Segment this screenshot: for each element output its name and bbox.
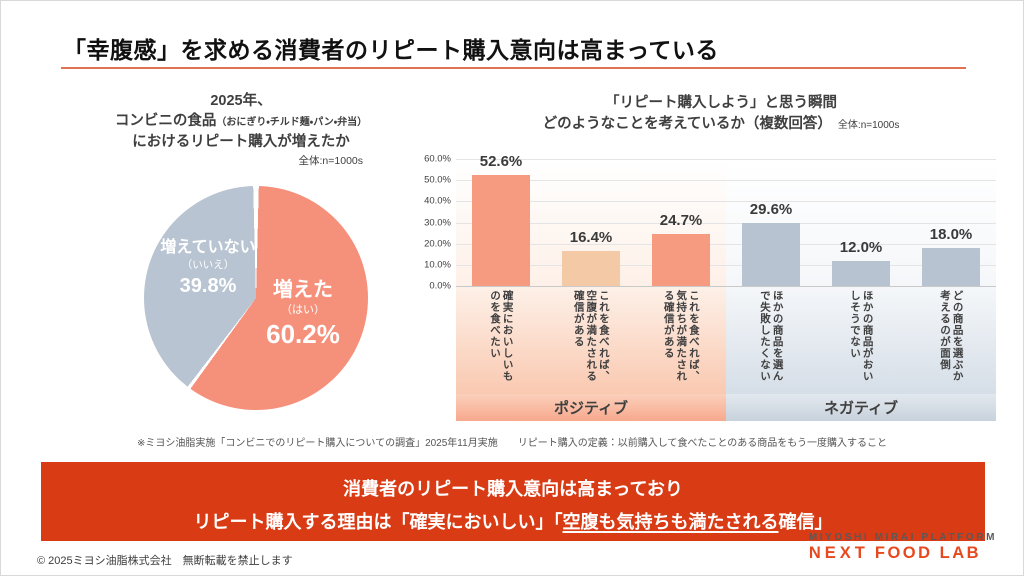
bar-slot: 24.7%: [636, 159, 726, 286]
group-band-negative: ネガティブ: [726, 394, 996, 421]
bars: 52.6% 16.4% 24.7% 29.6% 12.0% 18.0%: [456, 153, 996, 286]
bar: [472, 174, 530, 286]
category-label: これを食べれば、空腹が満たされる確信がある: [546, 290, 636, 392]
pie-title-note: （おにぎり・チルド麺・パン・弁当）: [216, 117, 368, 129]
y-tick-label: 60.0%: [424, 153, 451, 165]
bar-chart-plot: [456, 159, 996, 287]
pie-slice-yes-label: 増えた: [273, 279, 333, 301]
conclusion-banner: 消費者のリピート購入意向は高まっており リピート購入する理由は「確実においしい」…: [41, 462, 985, 541]
gridline: [456, 180, 996, 182]
category-label: ほかの商品がおいしそうでない: [816, 290, 906, 392]
footnote: ※ミヨシ油脂実施「コンビニでのリピート購入についての調査」2025年11月実施 …: [136, 438, 887, 449]
gridline: [456, 201, 996, 203]
group-label-positive: ポジティブ: [553, 400, 629, 417]
logo-platform-text: MIYOSHI MIRAI PLATFORM: [808, 532, 997, 543]
logo-brand-foodlab: FOOD LAB: [874, 544, 982, 562]
pie-title-line2: コンビニの食品: [114, 113, 217, 130]
category-label: ほかの商品を選んで失敗したくない: [726, 290, 816, 392]
bar-title-line2: どのようなことを考えているか（複数回答）: [542, 116, 832, 133]
banner-line2: リピート購入する理由は「確実においしい」「空腹も気持ちも満たされる確信」: [41, 508, 985, 534]
category-labels: 確実においしいものを食べたい これを食べれば、空腹が満たされる確信がある これを食べ…: [456, 290, 996, 392]
pie-slice-label-not-increased: 増えていない （いいえ） 39.8%: [149, 239, 267, 298]
category-label: どの商品を選ぶか考えるのが面倒: [906, 290, 996, 392]
copyright: © 2025ミヨシ油脂株式会社 無断転載を禁止します: [37, 555, 293, 567]
category-label-text: これを食べれば、気持ちが満たされる確信がある: [662, 290, 700, 382]
pie-title-line1: 2025年、: [210, 93, 272, 109]
bar: [652, 233, 710, 286]
bar-slot: 18.0%: [906, 159, 996, 286]
bar-value-label: 52.6%: [479, 152, 523, 170]
bar-slot: 52.6%: [456, 153, 546, 286]
pie-slice-no-value: 39.8%: [179, 275, 237, 298]
banner-line2-underlined: 空腹も気持ちも満たされる: [562, 512, 779, 532]
bar: [742, 223, 800, 286]
group-band-positive: ポジティブ: [456, 394, 726, 421]
page-title: 「幸腹感」を求める消費者のリピート購入意向は高まっている: [63, 37, 719, 63]
bar-chart-section: 「リピート購入しよう」と思う瞬間 どのようなことを考えているか（複数回答） 全体:…: [441, 93, 1001, 135]
category-label-text: これを食べれば、空腹が満たされる確信がある: [572, 290, 610, 382]
gridline: [456, 243, 996, 245]
y-tick-label: 50.0%: [424, 174, 451, 186]
bar-value-label: 18.0%: [929, 225, 973, 243]
category-label: 確実においしいものを食べたい: [456, 290, 546, 392]
banner-line2-suffix: 確信」: [778, 512, 833, 532]
y-tick-label: 40.0%: [424, 195, 451, 207]
pie-title-line3: におけるリピート購入が増えたか: [132, 133, 350, 150]
category-label-text: 確実においしいものを食べたい: [489, 290, 514, 382]
bar: [922, 247, 980, 286]
bar-value-label: 24.7%: [659, 211, 703, 229]
bar-value-label: 29.6%: [749, 201, 793, 219]
pie-slice-label-increased: 増えた （はい） 60.2%: [241, 279, 365, 350]
gridline: [456, 264, 996, 266]
bar-sample-size: 全体:n=1000s: [837, 120, 900, 132]
pie-chart-section: 2025年、 コンビニの食品（おにぎり・チルド麺・パン・弁当） におけるリピート…: [61, 91, 421, 168]
logo: MIYOSHI MIRAI PLATFORM NEXT FOOD LAB: [809, 532, 997, 563]
category-label-text: ほかの商品を選んで失敗したくない: [759, 290, 784, 382]
bar-slot: 29.6%: [726, 159, 816, 286]
y-axis-ticks: 60.0% 50.0% 40.0% 30.0% 20.0% 10.0% 0.0%: [399, 154, 451, 292]
bar-title-line1: 「リピート購入しよう」と思う瞬間: [605, 95, 837, 111]
y-tick-label: 0.0%: [429, 280, 451, 292]
y-tick-label: 30.0%: [424, 217, 451, 228]
category-label-text: どの商品を選ぶか考えるのが面倒: [939, 290, 964, 382]
banner-line2-prefix: リピート購入する理由は「確実においしい」「: [193, 512, 563, 532]
pie-chart: [144, 186, 368, 410]
bar-slot: 12.0%: [816, 159, 906, 286]
banner-line1: 消費者のリピート購入意向は高まっており: [343, 479, 683, 499]
bar-value-label: 12.0%: [839, 238, 883, 256]
pie-chart-title: 2025年、 コンビニの食品（おにぎり・チルド麺・パン・弁当） におけるリピート…: [61, 91, 421, 152]
bar: [832, 260, 890, 286]
gridline: [456, 159, 996, 160]
bar-slot: 16.4%: [546, 159, 636, 286]
pie-slice-yes-value: 60.2%: [266, 318, 340, 349]
bar-chart-title: 「リピート購入しよう」と思う瞬間 どのようなことを考えているか（複数回答） 全体:…: [441, 93, 1001, 135]
title-underline: [61, 67, 966, 69]
bar: [562, 251, 620, 286]
category-label: これを食べれば、気持ちが満たされる確信がある: [636, 290, 726, 392]
category-label-text: ほかの商品がおいしそうでない: [849, 290, 874, 382]
pie-slice-no-sublabel: （いいえ）: [181, 259, 235, 272]
pie-sample-size: 全体:n=1000s: [298, 154, 364, 167]
y-tick-label: 10.0%: [424, 259, 451, 271]
bar-value-label: 16.4%: [569, 229, 613, 247]
y-tick-label: 20.0%: [424, 238, 451, 250]
pie-slice-no-label: 増えていない: [160, 239, 256, 256]
logo-brand-text: NEXT FOOD LAB: [809, 544, 997, 563]
pie-slice-yes-sublabel: （はい）: [281, 304, 325, 316]
group-label-negative: ネガティブ: [823, 400, 899, 417]
gridline: [456, 286, 996, 287]
gridline: [456, 222, 996, 224]
logo-brand-next: NEXT: [808, 544, 869, 562]
